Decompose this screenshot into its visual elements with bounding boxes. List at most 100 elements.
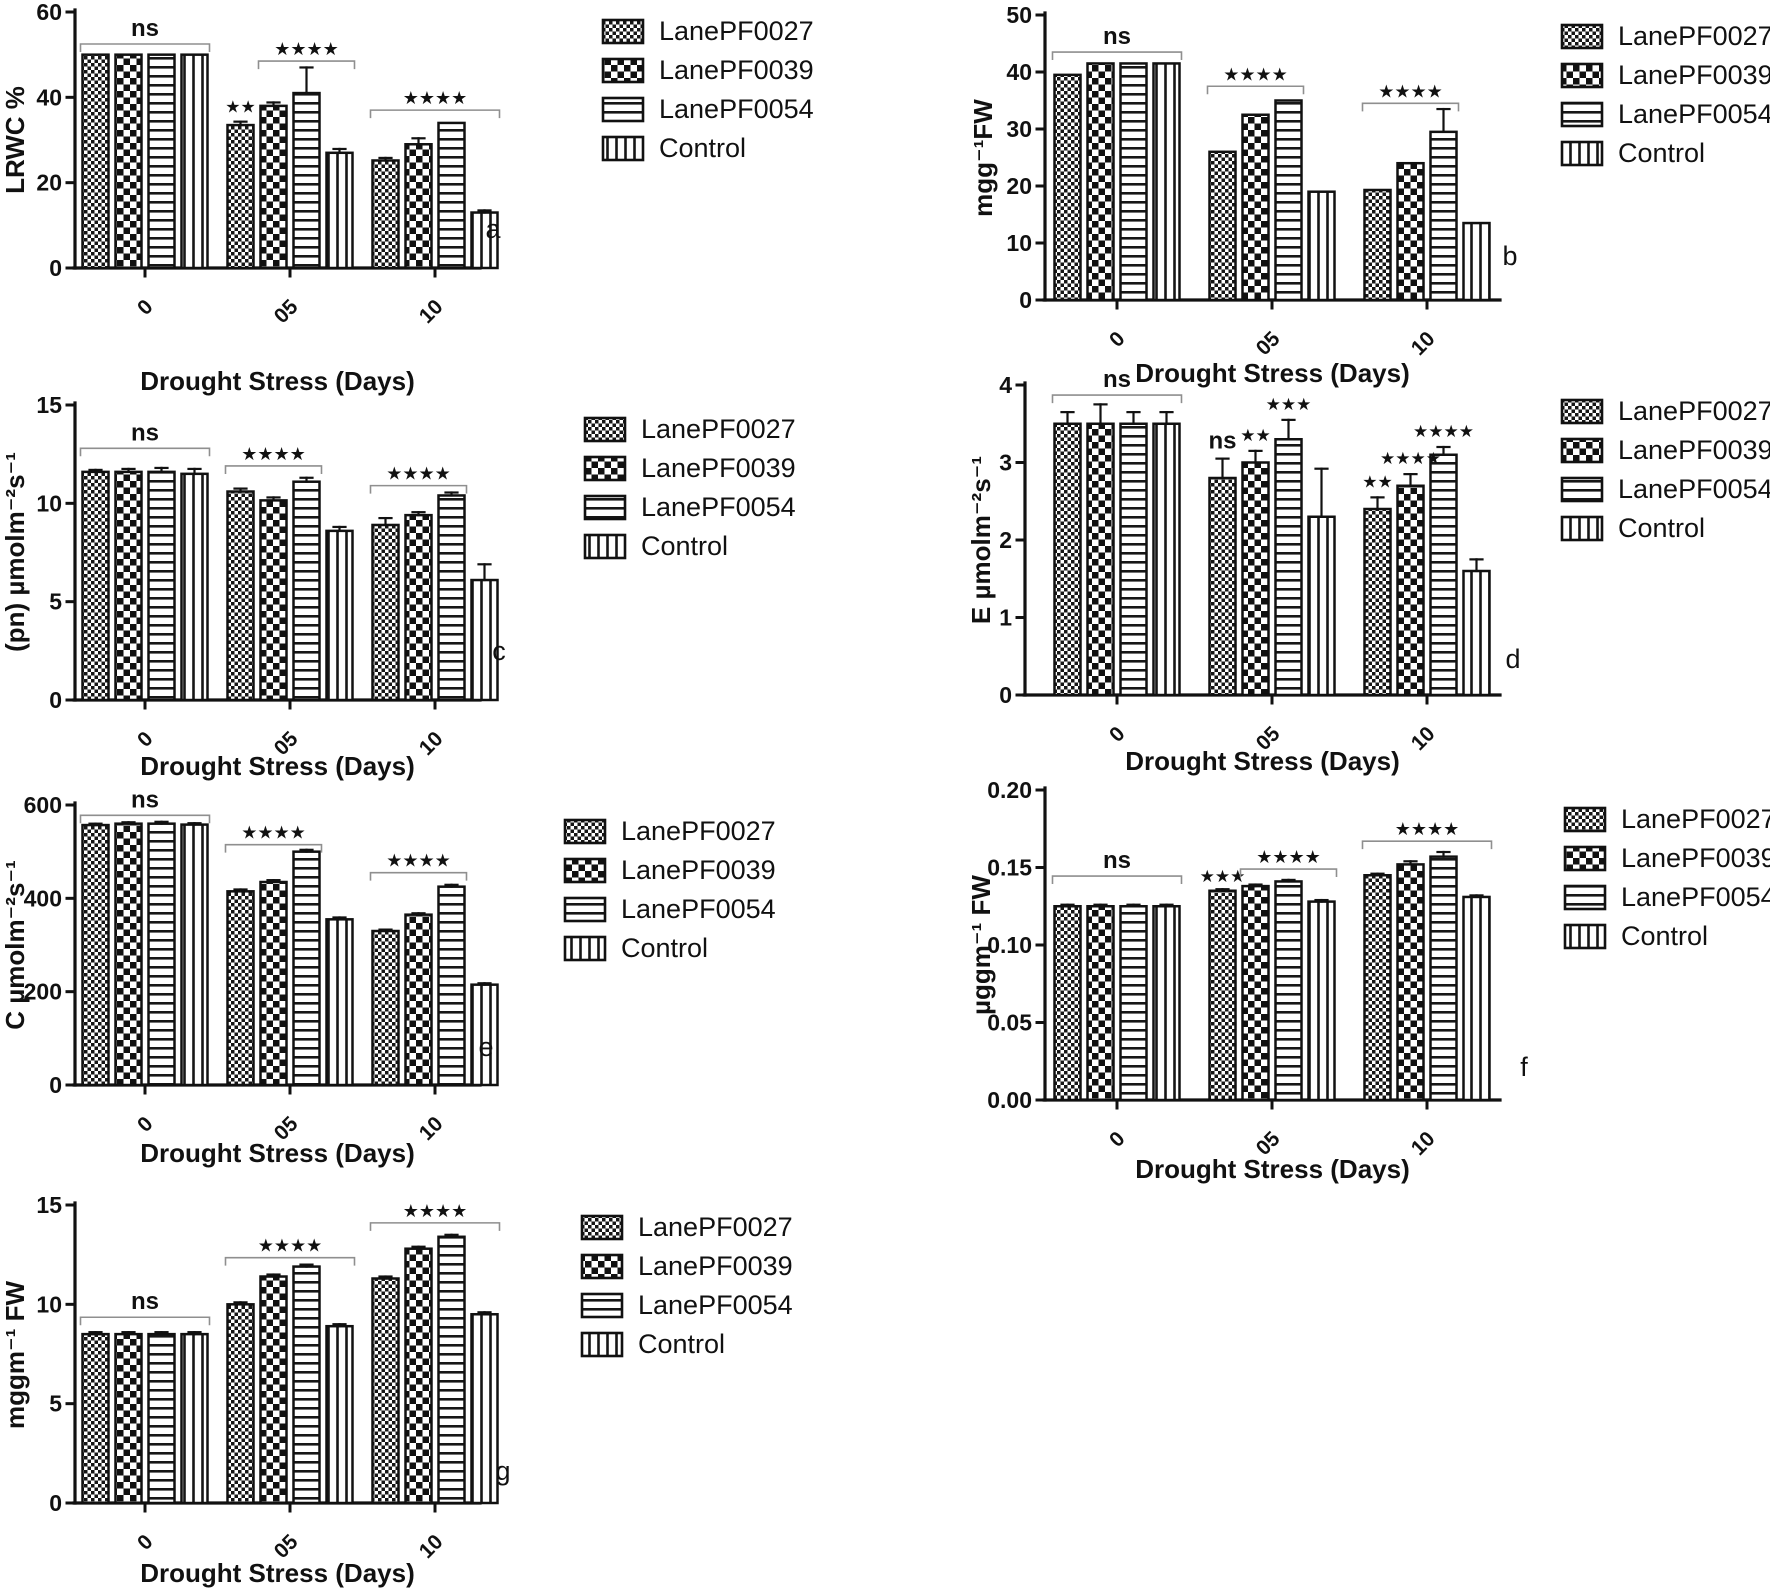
y-tick-label: 15 (36, 1192, 62, 1218)
bar-LanePF0039 (114, 822, 143, 1087)
bar-LanePF0054 (147, 53, 176, 270)
significance-bracket (79, 814, 211, 824)
significance-bracket (1206, 85, 1305, 95)
legend-label: LanePF0054 (1621, 882, 1770, 912)
legend-swatch-fine-checker (563, 818, 607, 845)
x-axis-title: Drought Stress (Days) (140, 366, 415, 396)
significance-bracket (79, 447, 211, 457)
bar-LanePF0054 (292, 91, 321, 270)
bar-LanePF0039 (259, 104, 288, 270)
bar-LanePF0039 (404, 143, 433, 270)
y-tick-label: 0.10 (987, 932, 1032, 958)
bar-LanePF0027 (226, 490, 255, 702)
y-tick-label: 200 (24, 979, 62, 1005)
significance-stars: ★★★★ (241, 823, 306, 843)
bar-Control (180, 53, 209, 270)
legend-label: LanePF0039 (621, 855, 776, 885)
significance-stars: ★★★★ (1378, 81, 1443, 101)
bar-LanePF0039 (1241, 884, 1270, 1102)
bar-LanePF0027 (1053, 73, 1082, 302)
legend-swatch-horizontal-lines (1563, 884, 1607, 911)
legend-label: LanePF0027 (1618, 21, 1770, 51)
ns-label: ns (1103, 23, 1131, 50)
bar-LanePF0054 (1119, 422, 1148, 697)
significance-bracket (1361, 102, 1460, 112)
bar-Control (1152, 905, 1181, 1102)
significance-bracket (224, 843, 323, 853)
x-category-label: 10 (1407, 1127, 1440, 1160)
legend-swatch-fine-checker (580, 1214, 624, 1241)
y-axis-title: C µmolm⁻²s⁻¹ (0, 860, 30, 1030)
significance-stars: ★★ (225, 97, 255, 116)
bar-Control (470, 1313, 499, 1505)
legend-swatch-horizontal-lines (1560, 101, 1604, 128)
bar-Control (180, 1332, 209, 1505)
panel-letter: e (478, 1032, 493, 1062)
significance-stars: ★★★★ (386, 464, 451, 484)
legend-label: LanePF0027 (659, 16, 814, 46)
bar-LanePF0054 (147, 1332, 176, 1505)
bar-LanePF0027 (226, 123, 255, 270)
bar-Control (325, 529, 354, 702)
bar-LanePF0054 (147, 822, 176, 1087)
x-category-label: 0 (1105, 1127, 1130, 1152)
significance-stars: ★★★★ (403, 1201, 468, 1221)
bar-LanePF0054 (437, 885, 466, 1087)
panel-letter: a (485, 214, 501, 244)
bar-LanePF0027 (1053, 422, 1082, 697)
y-axis-title: mgg⁻¹FW (968, 99, 998, 217)
legend-label: LanePF0039 (638, 1251, 793, 1281)
x-category-label: 0 (133, 295, 158, 320)
ns-label: ns (131, 1288, 159, 1315)
legend-label: LanePF0039 (659, 55, 814, 85)
significance-stars: ★★★★ (1223, 64, 1288, 84)
legend-swatch-vertical-lines (1563, 923, 1607, 950)
y-tick-label: 40 (1006, 59, 1032, 85)
ns-label: ns (131, 786, 159, 813)
bar-LanePF0039 (1396, 161, 1425, 302)
x-axis-title: Drought Stress (Days) (1125, 746, 1400, 776)
bar-LanePF0054 (437, 121, 466, 270)
y-tick-label: 10 (36, 1291, 62, 1317)
significance-stars: ★★★★ (1380, 449, 1441, 468)
legend-swatch-vertical-lines (1560, 515, 1604, 542)
legend-swatch-vertical-lines (580, 1331, 624, 1358)
y-tick-label: 5 (49, 589, 62, 615)
x-category-label: 0 (133, 727, 158, 752)
y-tick-label: 4 (999, 372, 1012, 398)
significance-bracket (369, 484, 468, 494)
x-axis-title: Drought Stress (Days) (140, 1138, 415, 1168)
ns-label: ns (1103, 847, 1131, 874)
bar-Control (470, 578, 499, 702)
y-tick-label: 0 (49, 1490, 62, 1516)
bar-LanePF0039 (114, 1332, 143, 1505)
bar-LanePF0027 (1363, 507, 1392, 697)
bar-LanePF0039 (1396, 863, 1425, 1102)
legend-swatch-horizontal-lines (563, 896, 607, 923)
bar-LanePF0054 (1274, 438, 1303, 697)
legend-swatch-coarse-checker (563, 857, 607, 884)
y-tick-label: 0 (49, 1072, 62, 1098)
y-tick-label: 3 (999, 450, 1012, 476)
bar-LanePF0054 (1119, 62, 1148, 302)
significance-bracket (369, 1222, 501, 1231)
bar-LanePF0039 (1396, 484, 1425, 697)
y-axis-title: E µmolm⁻²s⁻¹ (966, 456, 996, 624)
legend-label: Control (1618, 513, 1705, 543)
significance-stars: ★★★★ (1256, 847, 1321, 867)
bar-LanePF0027 (226, 1303, 255, 1505)
bar-Control (1462, 895, 1491, 1102)
legend-swatch-horizontal-lines (580, 1292, 624, 1319)
bar-LanePF0039 (259, 1275, 288, 1505)
legend-swatch-coarse-checker (1560, 62, 1604, 89)
legend-label: Control (641, 531, 728, 561)
legend-swatch-coarse-checker (1563, 845, 1607, 872)
bar-Control (180, 472, 209, 702)
panel-letter: f (1520, 1052, 1528, 1082)
significance-bracket (79, 43, 211, 52)
bar-LanePF0027 (81, 823, 110, 1087)
y-tick-label: 400 (24, 885, 62, 911)
significance-stars: ★★★ (1266, 395, 1312, 414)
